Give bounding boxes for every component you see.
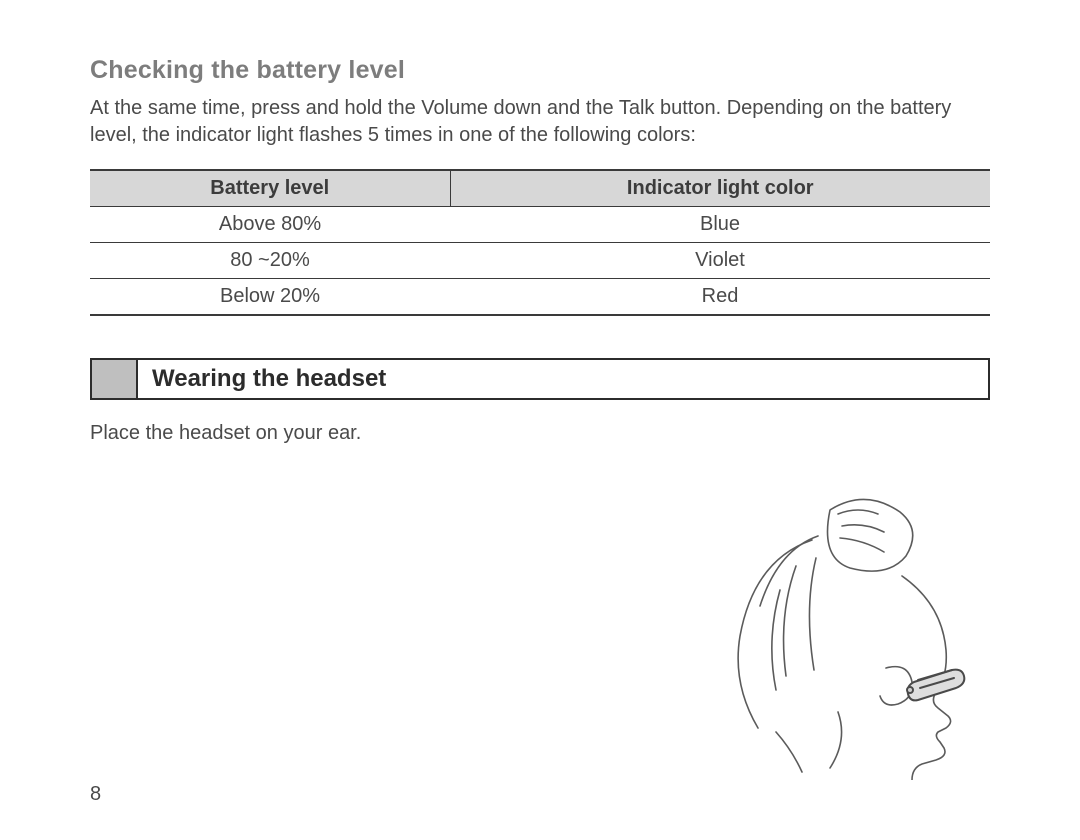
table-header-battery-level: Battery level [90, 170, 450, 207]
table-cell: Blue [450, 207, 990, 243]
table-row: 80 ~20% Violet [90, 243, 990, 279]
section-paragraph-wearing: Place the headset on your ear. [90, 422, 990, 445]
manual-page: Checking the battery level At the same t… [0, 0, 1080, 840]
table-cell: Above 80% [90, 207, 450, 243]
table-row: Below 20% Red [90, 279, 990, 316]
table-cell: 80 ~20% [90, 243, 450, 279]
table-row: Above 80% Blue [90, 207, 990, 243]
battery-level-table: Battery level Indicator light color Abov… [90, 169, 990, 316]
table-cell: Violet [450, 243, 990, 279]
table-header-indicator-color: Indicator light color [450, 170, 990, 207]
head-line-drawing-icon [680, 480, 990, 780]
headset-illustration [680, 480, 990, 780]
table-cell: Below 20% [90, 279, 450, 316]
table-cell: Red [450, 279, 990, 316]
section-paragraph-battery: At the same time, press and hold the Vol… [90, 95, 990, 149]
page-number: 8 [90, 783, 101, 806]
section-heading-battery: Checking the battery level [90, 56, 990, 85]
section-bar-title: Wearing the headset [138, 360, 988, 398]
section-bar-wearing: Wearing the headset [90, 358, 990, 400]
section-bar-tab [92, 360, 138, 398]
